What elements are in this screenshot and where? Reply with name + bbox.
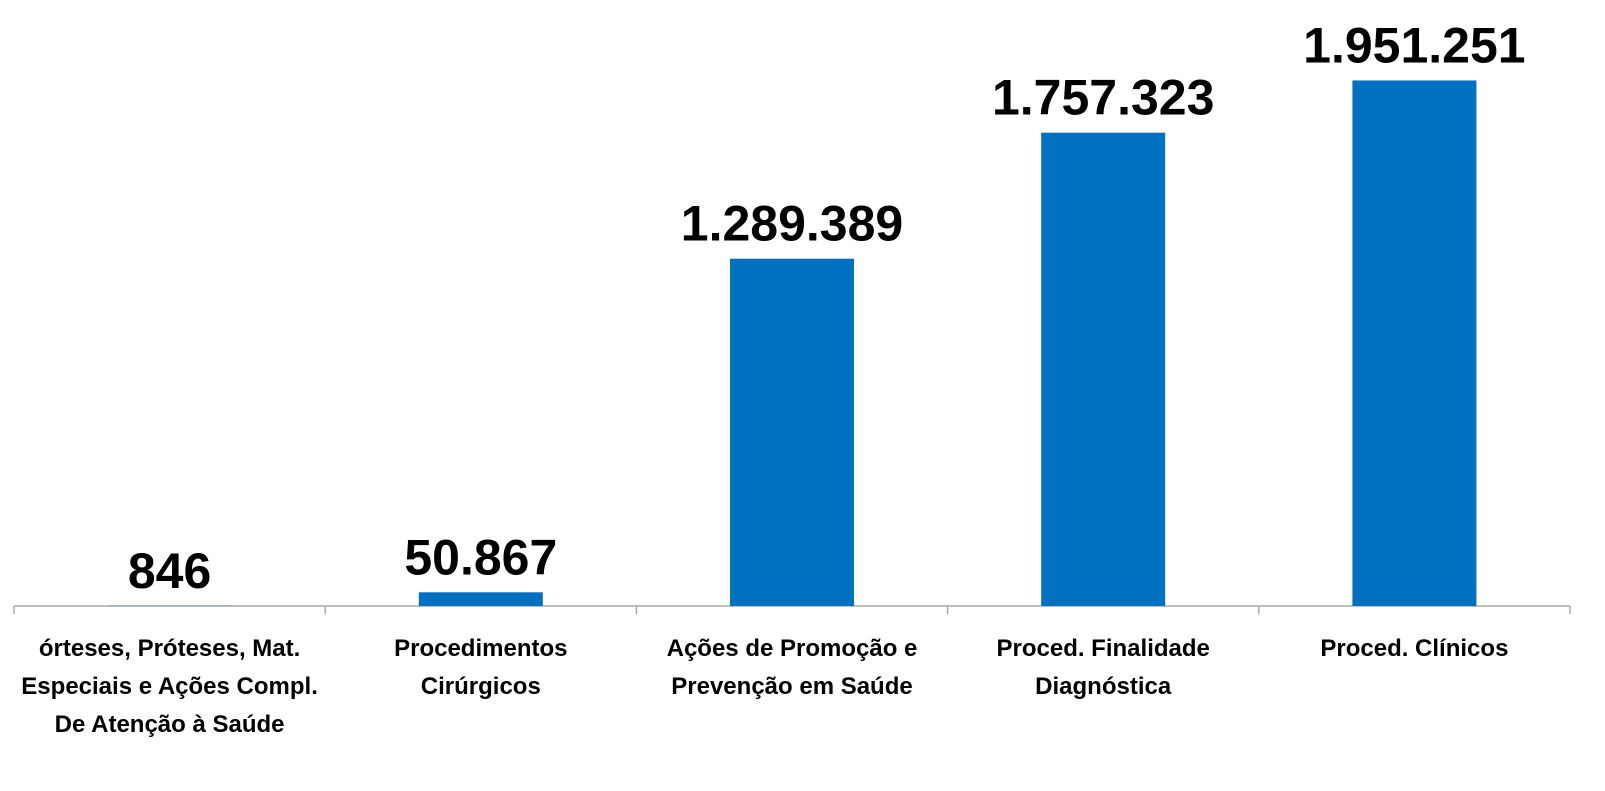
bar: [1352, 80, 1477, 606]
value-label: 1.951.251: [1303, 17, 1525, 73]
bar: [1041, 132, 1166, 606]
value-label: 1.757.323: [992, 70, 1214, 126]
bar: [730, 258, 854, 606]
value-label: 50.867: [404, 529, 557, 585]
bar: [418, 592, 543, 606]
x-tick-label: Proced. Finalidade Diagnóstica: [996, 635, 1210, 700]
x-tick-label: órteses, Próteses, Mat. Especiais e Açõe…: [21, 635, 318, 738]
x-tick-label: Ações de Promoção e Prevenção em Saúde: [666, 635, 918, 700]
value-label: 1.289.389: [681, 196, 903, 252]
x-tick-label: Proced. Clínicos: [1320, 635, 1509, 662]
value-label: 846: [128, 543, 211, 599]
x-tick-label: Procedimentos Cirúrgicos: [394, 635, 568, 700]
